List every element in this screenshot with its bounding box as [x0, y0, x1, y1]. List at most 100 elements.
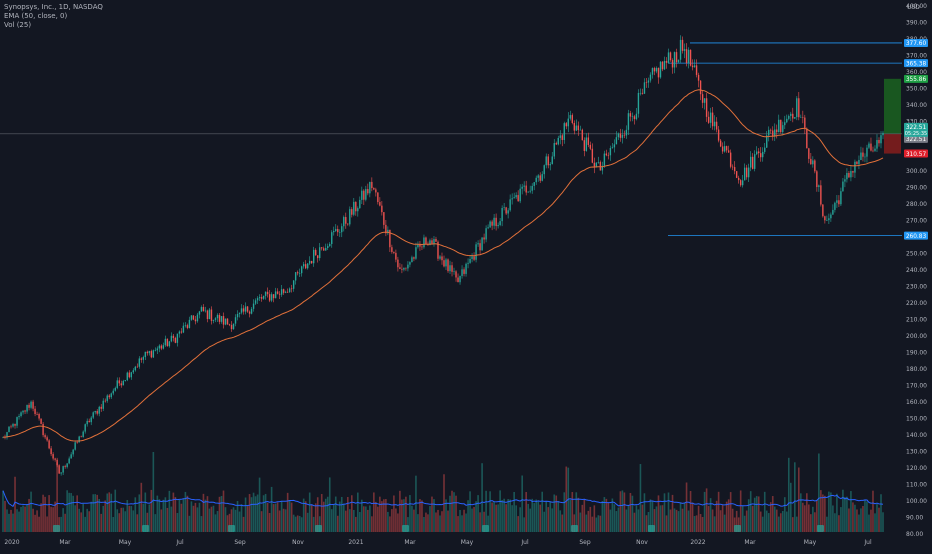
- candle-body: [685, 49, 688, 63]
- volume-bar: [124, 511, 127, 532]
- candle-body: [786, 118, 788, 123]
- volume-bar: [272, 504, 275, 532]
- candle-body: [577, 125, 580, 131]
- volume-bar: [338, 501, 341, 532]
- candle-body: [774, 129, 776, 137]
- volume-bar: [555, 495, 558, 532]
- candle-body: [613, 144, 616, 148]
- candle-body: [300, 266, 303, 274]
- candle-body: [687, 49, 690, 63]
- volume-bar: [860, 508, 862, 532]
- volume-bar: [244, 497, 247, 532]
- x-tick-label: Jul: [520, 539, 529, 546]
- volume-bar: [836, 493, 838, 532]
- earnings-marker: [315, 525, 322, 532]
- volume-bar: [70, 493, 72, 532]
- volume-bar: [72, 495, 74, 532]
- candle-body: [747, 167, 750, 178]
- candle-body: [449, 265, 451, 272]
- volume-bar: [741, 505, 744, 532]
- volume-bar: [154, 514, 157, 532]
- legend-symbol[interactable]: Synopsys, Inc., 1D, NASDAQ: [4, 3, 103, 11]
- volume-bar: [451, 490, 453, 532]
- candle-body: [469, 258, 471, 263]
- volume-bar: [46, 516, 48, 532]
- volume-bar: [794, 462, 796, 532]
- volume-bar: [286, 492, 289, 532]
- volume-bar: [144, 492, 147, 532]
- candle-body: [415, 247, 417, 259]
- candle-body: [152, 350, 155, 358]
- legend-ema[interactable]: EMA (50, close, 0): [4, 12, 68, 20]
- candle-body: [18, 415, 20, 418]
- legend-vol[interactable]: Vol (25): [4, 21, 32, 29]
- candle-body: [824, 216, 826, 221]
- volume-bar: [393, 495, 395, 532]
- y-tick-label: 130.00: [906, 449, 927, 456]
- candle-body: [10, 426, 12, 428]
- volume-bar: [300, 517, 303, 532]
- volume-bar: [363, 506, 365, 532]
- volume-bar: [246, 506, 249, 532]
- candle-body: [860, 152, 862, 160]
- volume-bar: [745, 510, 748, 532]
- volume-bar: [603, 497, 606, 532]
- candle-body: [351, 209, 353, 215]
- y-tick-label: 300.00: [906, 168, 927, 175]
- candle-body: [166, 338, 169, 347]
- volume-bar: [471, 508, 473, 532]
- candle-body: [559, 135, 561, 138]
- stop-badge-bg: [904, 149, 928, 158]
- candle-body: [154, 350, 157, 351]
- y-tick-label: 250.00: [906, 251, 927, 258]
- candle-body: [453, 271, 455, 272]
- candle-body: [36, 414, 38, 415]
- volume-bar: [330, 509, 333, 532]
- candle-body: [571, 115, 573, 123]
- volume-bar: [130, 506, 133, 532]
- volume-bar: [814, 512, 816, 532]
- candle-body: [246, 306, 249, 312]
- candle-body: [627, 113, 630, 130]
- volume-bar: [647, 512, 650, 532]
- candle-body: [40, 418, 42, 424]
- earnings-marker: [734, 525, 741, 532]
- candle-body: [543, 165, 545, 175]
- volume-bar: [192, 505, 195, 532]
- candle-body: [174, 337, 177, 343]
- candle-body: [403, 267, 405, 270]
- candle-body: [778, 119, 780, 133]
- candle-body: [26, 404, 28, 412]
- candle-body: [689, 49, 692, 66]
- volume-bar: [361, 499, 363, 532]
- candle-body: [176, 333, 179, 343]
- volume-bar: [80, 512, 82, 532]
- volume-bar: [747, 499, 750, 532]
- candle-body: [655, 67, 658, 72]
- y-tick-label: 190.00: [906, 350, 927, 357]
- volume-bar: [615, 511, 618, 532]
- candle-body: [443, 260, 445, 267]
- candle-body: [481, 237, 483, 251]
- volume-bar: [842, 489, 844, 532]
- volume-bar: [66, 490, 68, 532]
- candle-body: [697, 74, 700, 81]
- candle-body: [583, 140, 586, 151]
- candle-body: [808, 148, 810, 159]
- candle-body: [569, 115, 571, 119]
- candle-body: [78, 436, 80, 443]
- candle-body: [603, 153, 606, 166]
- volume-bar: [198, 502, 201, 532]
- volume-bar: [176, 513, 179, 532]
- volume-bar: [50, 506, 52, 532]
- volume-bar: [681, 508, 684, 532]
- candle-body: [473, 256, 475, 260]
- volume-bar: [403, 499, 405, 532]
- candle-body: [457, 277, 459, 283]
- volume-bar: [517, 516, 519, 532]
- candle-body: [393, 251, 395, 253]
- candle-body: [80, 436, 82, 438]
- candle-body: [794, 117, 796, 119]
